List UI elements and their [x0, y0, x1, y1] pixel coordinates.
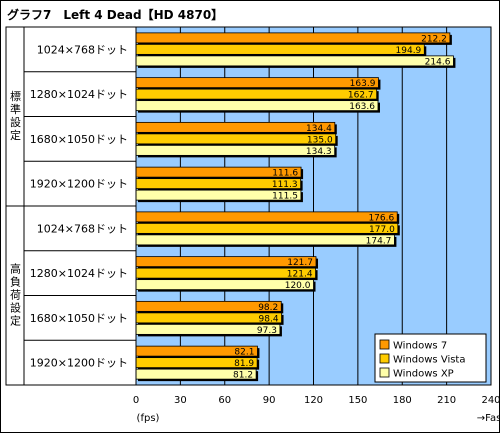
- category-label: 1280×1024ドット: [30, 267, 128, 280]
- data-label: 177.0: [369, 225, 395, 235]
- legend-swatch: [379, 367, 390, 378]
- bar: [135, 55, 454, 67]
- data-label: 212.2: [421, 34, 447, 44]
- legend-swatch: [379, 339, 390, 350]
- data-label: 194.9: [396, 46, 422, 56]
- data-label: 111.3: [272, 180, 298, 190]
- x-tick-label: 30: [174, 395, 187, 406]
- x-tick-label: 180: [393, 395, 412, 406]
- data-label: 163.9: [350, 79, 376, 89]
- data-label: 98.4: [259, 314, 279, 324]
- x-unit-label: (fps): [137, 413, 160, 424]
- data-label: 81.9: [234, 359, 254, 369]
- data-label: 111.6: [272, 169, 298, 179]
- plot-border: [135, 26, 492, 386]
- category-label: 1680×1050ドット: [30, 133, 128, 146]
- bar: [135, 144, 336, 156]
- x-tick-label: 60: [218, 395, 231, 406]
- data-label: 134.3: [306, 147, 332, 157]
- data-label: 98.2: [258, 303, 278, 313]
- legend-label: Windows XP: [393, 369, 454, 380]
- data-label: 81.2: [233, 371, 253, 381]
- chart-title: グラフ7 Left 4 Dead【HD 4870】: [7, 7, 223, 22]
- bar: [135, 43, 425, 55]
- category-label: 1920×1200ドット: [30, 178, 128, 191]
- bar: [135, 234, 395, 246]
- data-label: 82.1: [234, 348, 254, 358]
- bar: [135, 222, 399, 234]
- bar: [135, 100, 379, 112]
- category-label: 1024×768ドット: [37, 43, 128, 56]
- bar: [135, 211, 398, 223]
- data-label: 111.5: [272, 192, 298, 202]
- bar: [135, 121, 336, 133]
- x-tick-label: 210: [437, 395, 456, 406]
- data-label: 163.6: [349, 102, 375, 112]
- category-label: 1024×768ドット: [37, 222, 128, 235]
- legend-swatch: [379, 353, 390, 364]
- x-tick-label: 0: [133, 395, 139, 406]
- data-label: 121.4: [287, 270, 313, 280]
- legend-box: [374, 333, 487, 383]
- data-label: 176.6: [368, 213, 394, 223]
- bar: [135, 32, 451, 44]
- category-label: 1280×1024ドット: [30, 88, 128, 101]
- x-tick-label: 240: [481, 395, 500, 406]
- bar: [135, 133, 337, 145]
- data-label: 97.3: [257, 326, 277, 336]
- data-label: 134.4: [306, 124, 332, 134]
- legend-label: Windows 7: [393, 341, 447, 352]
- bar: [135, 88, 378, 100]
- x-tick-label: 90: [263, 395, 276, 406]
- data-label: 214.6: [425, 57, 451, 67]
- x-tick-label: 150: [348, 395, 367, 406]
- group-label: 標準設定: [9, 89, 22, 142]
- category-label: 1680×1050ドット: [30, 312, 128, 325]
- data-label: 121.7: [287, 258, 313, 268]
- category-label: 1920×1200ドット: [30, 357, 128, 370]
- data-label: 135.0: [307, 135, 333, 145]
- group-label: 高負荷設定: [9, 262, 22, 328]
- data-label: 174.7: [366, 236, 392, 246]
- legend-label: Windows Vista: [393, 355, 465, 366]
- data-label: 120.0: [285, 281, 311, 291]
- bar: [135, 77, 379, 89]
- data-label: 162.7: [348, 91, 374, 101]
- x-tick-label: 120: [304, 395, 323, 406]
- x-direction-label: →Fast: [477, 413, 500, 424]
